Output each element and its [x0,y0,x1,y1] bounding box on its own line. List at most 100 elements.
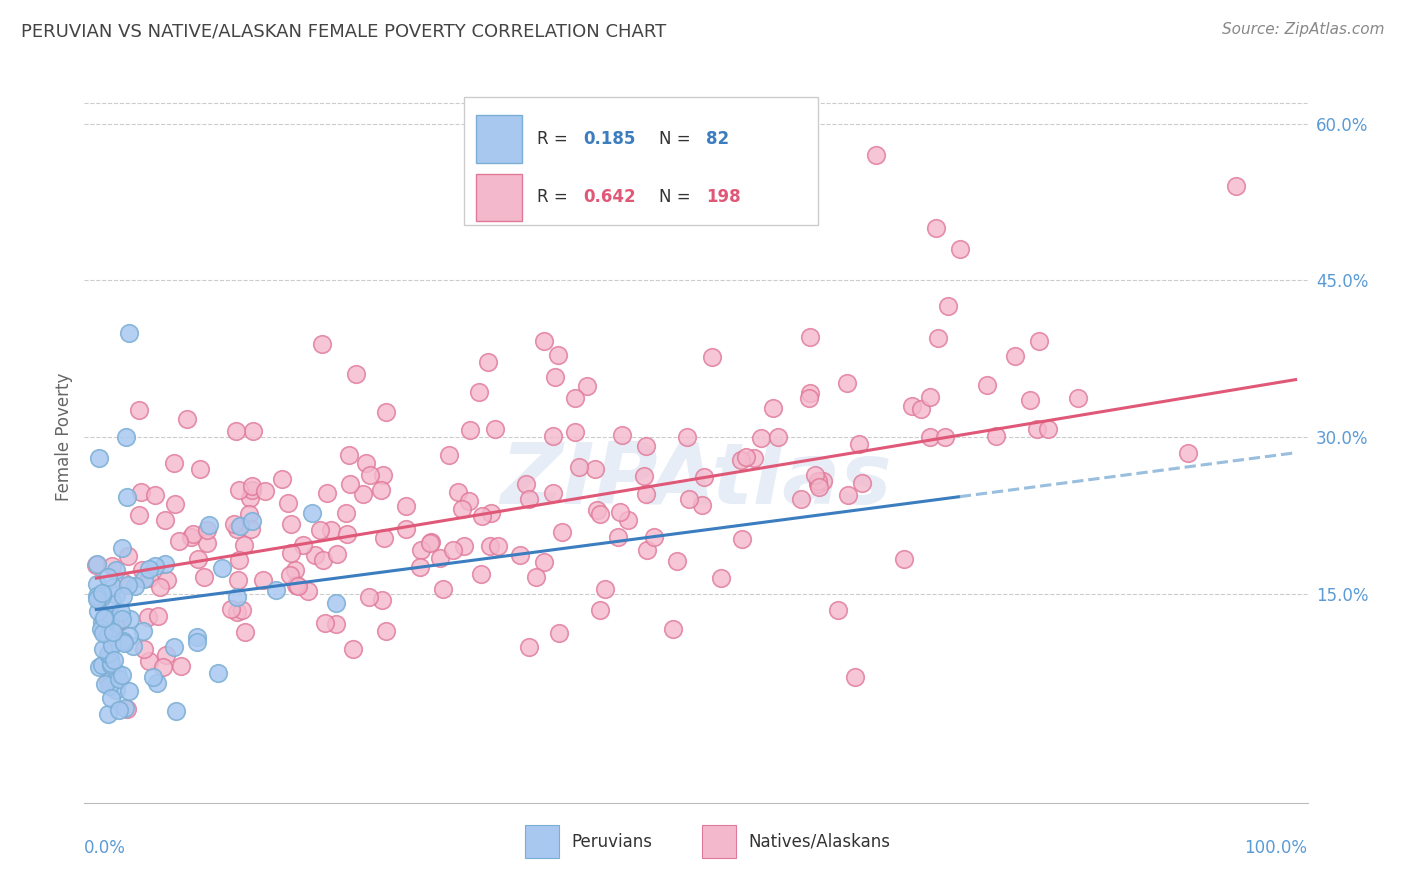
Point [702,351,724,365]
Point [91,615,114,629]
Point [370,592,392,607]
Point [163,497,186,511]
Point [976,377,998,392]
Point [105,563,128,577]
Point [233,538,256,552]
Point [90,657,112,672]
Text: Natives/Alaskans: Natives/Alaskans [748,832,890,851]
Point [118,326,141,340]
Point [807,477,830,491]
Point [678,492,700,507]
Point [477,355,499,369]
Point [264,583,287,598]
Point [301,506,323,520]
Point [547,348,569,362]
Point [375,624,398,639]
Point [807,474,830,488]
Point [749,431,772,445]
Point [478,539,501,553]
Point [104,617,127,632]
Point [458,423,481,437]
Point [193,570,215,584]
Point [373,467,395,482]
Point [98,679,121,693]
Point [228,553,250,567]
Point [564,425,586,440]
Point [93,610,115,624]
Point [938,299,960,313]
Point [226,606,249,620]
Point [91,585,114,599]
Point [568,460,591,475]
Text: ZIPAtlas: ZIPAtlas [501,440,891,523]
Point [86,589,108,603]
Point [918,430,941,444]
Point [533,555,555,569]
Point [344,368,367,382]
Point [252,573,274,587]
Point [100,621,122,635]
Point [1028,334,1050,348]
Point [742,450,765,465]
Point [152,659,174,673]
Point [239,522,262,536]
Point [730,453,752,467]
Point [98,621,121,635]
Point [447,485,470,500]
Point [319,523,342,537]
Point [799,386,821,401]
Point [128,403,150,417]
Point [326,548,349,562]
Point [284,578,307,592]
Point [187,552,209,566]
Point [395,523,418,537]
Point [124,579,146,593]
Point [419,535,441,549]
Point [547,626,569,640]
Point [112,634,135,648]
Point [325,596,347,610]
Point [240,514,263,528]
Point [148,580,170,594]
Point [111,667,134,681]
Point [797,391,820,405]
Point [118,612,141,626]
Point [280,517,302,532]
Point [105,682,128,697]
Point [86,577,108,591]
Point [167,534,190,549]
Point [190,462,212,476]
FancyBboxPatch shape [475,115,522,163]
Point [583,462,606,476]
Point [111,633,134,648]
Point [156,573,179,587]
Point [86,557,108,571]
Point [146,675,169,690]
Point [1019,392,1042,407]
Point [589,507,612,521]
Point [441,542,464,557]
Point [122,640,145,654]
Point [335,506,357,520]
Point [222,516,245,531]
Point [359,467,381,482]
Point [103,653,125,667]
FancyBboxPatch shape [475,174,522,221]
Point [254,483,277,498]
Point [280,568,302,582]
Point [314,616,336,631]
Point [142,670,165,684]
Point [373,531,395,545]
Point [100,610,122,624]
Point [766,430,789,444]
Point [96,611,118,625]
Point [429,551,451,566]
Point [470,566,492,581]
Point [666,554,689,568]
Point [112,590,135,604]
Point [117,490,139,504]
Point [837,488,859,502]
Point [100,690,122,705]
Point [110,605,132,619]
Point [132,572,155,586]
